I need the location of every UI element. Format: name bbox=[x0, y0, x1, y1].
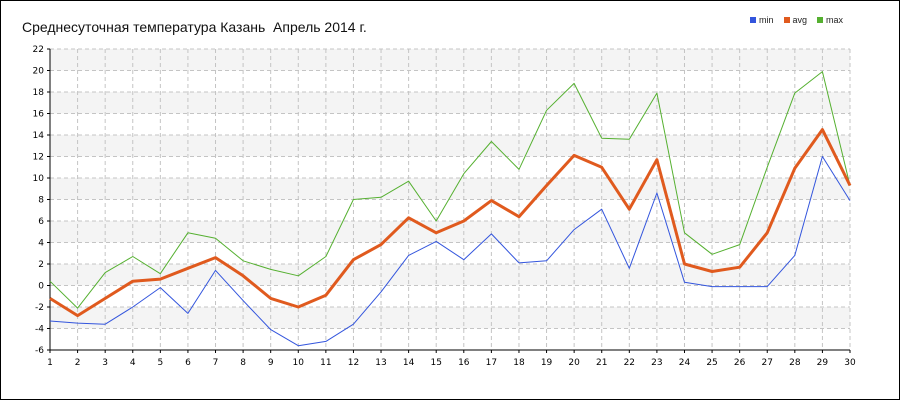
grid-band bbox=[50, 199, 850, 221]
chart-title: Среднесуточная температура Казань Апрель… bbox=[22, 19, 367, 35]
x-tick-label: 2 bbox=[75, 358, 81, 368]
legend-item-avg: avg bbox=[783, 15, 808, 25]
y-tick-label: 12 bbox=[33, 153, 44, 163]
legend-swatch-avg bbox=[783, 17, 790, 23]
y-tick-label: 16 bbox=[33, 110, 45, 120]
y-tick-label: 18 bbox=[33, 88, 45, 98]
x-tick-label: 8 bbox=[240, 358, 246, 368]
x-tick-label: 29 bbox=[817, 358, 829, 368]
x-tick-label: 13 bbox=[375, 358, 386, 368]
y-tick-label: 0 bbox=[38, 282, 44, 292]
legend-swatch-max bbox=[817, 17, 824, 23]
series-line-avg bbox=[49, 128, 852, 318]
x-tick-label: 22 bbox=[624, 358, 635, 368]
grid-band bbox=[50, 49, 850, 71]
x-tick-label: 25 bbox=[706, 358, 717, 368]
y-tick-label: 4 bbox=[38, 239, 44, 249]
x-tick-label: 7 bbox=[213, 358, 219, 368]
series-line-max bbox=[49, 71, 851, 309]
x-tick-label: 16 bbox=[458, 358, 470, 368]
x-tick-label: 20 bbox=[568, 358, 580, 368]
x-tick-label: 6 bbox=[185, 358, 191, 368]
x-tick-label: 5 bbox=[157, 358, 163, 368]
grid-band bbox=[50, 221, 850, 243]
x-tick-label: 10 bbox=[293, 358, 305, 368]
legend: min avg max bbox=[750, 15, 843, 25]
x-tick-label: 11 bbox=[320, 358, 331, 368]
x-tick-label: 14 bbox=[403, 358, 415, 368]
x-tick-label: 1 bbox=[47, 358, 53, 368]
legend-swatch-min bbox=[750, 17, 756, 23]
x-tick-label: 27 bbox=[762, 358, 773, 368]
grid-band bbox=[50, 70, 850, 92]
series-line-min bbox=[49, 156, 851, 347]
grid-band bbox=[50, 285, 850, 307]
y-tick-label: 20 bbox=[33, 67, 45, 77]
legend-label-min: min bbox=[759, 15, 774, 25]
x-tick-label: 23 bbox=[651, 358, 662, 368]
grid-band bbox=[50, 242, 850, 264]
y-tick-label: 22 bbox=[33, 45, 44, 55]
y-tick-label: 10 bbox=[33, 174, 45, 184]
grid-band bbox=[50, 92, 850, 114]
x-tick-label: 4 bbox=[130, 358, 136, 368]
grid-band bbox=[50, 328, 850, 350]
x-tick-label: 12 bbox=[348, 358, 359, 368]
x-tick-label: 19 bbox=[541, 358, 553, 368]
x-tick-label: 21 bbox=[596, 358, 607, 368]
grid-band bbox=[50, 178, 850, 200]
x-tick-label: 9 bbox=[268, 358, 274, 368]
y-tick-label: 6 bbox=[38, 217, 44, 227]
legend-item-min: min bbox=[750, 15, 774, 25]
y-tick-label: -2 bbox=[35, 303, 44, 313]
x-tick-label: 17 bbox=[486, 358, 497, 368]
grid-band bbox=[50, 307, 850, 329]
x-tick-label: 30 bbox=[844, 358, 856, 368]
y-tick-label: -6 bbox=[35, 346, 44, 356]
y-tick-label: 14 bbox=[33, 131, 45, 141]
x-tick-label: 24 bbox=[679, 358, 691, 368]
y-tick-label: 8 bbox=[38, 196, 44, 206]
legend-label-avg: avg bbox=[792, 15, 808, 25]
grid-band bbox=[50, 113, 850, 135]
y-tick-label: 2 bbox=[38, 260, 44, 270]
x-tick-label: 15 bbox=[430, 358, 441, 368]
y-tick-label: -4 bbox=[35, 325, 44, 335]
legend-label-max: max bbox=[826, 15, 844, 25]
x-tick-label: 18 bbox=[513, 358, 525, 368]
x-tick-label: 26 bbox=[734, 358, 746, 368]
x-tick-label: 3 bbox=[102, 358, 108, 368]
x-tick-label: 28 bbox=[789, 358, 801, 368]
legend-item-max: max bbox=[817, 15, 843, 25]
grid-band bbox=[50, 156, 850, 178]
grid-band bbox=[50, 135, 850, 157]
